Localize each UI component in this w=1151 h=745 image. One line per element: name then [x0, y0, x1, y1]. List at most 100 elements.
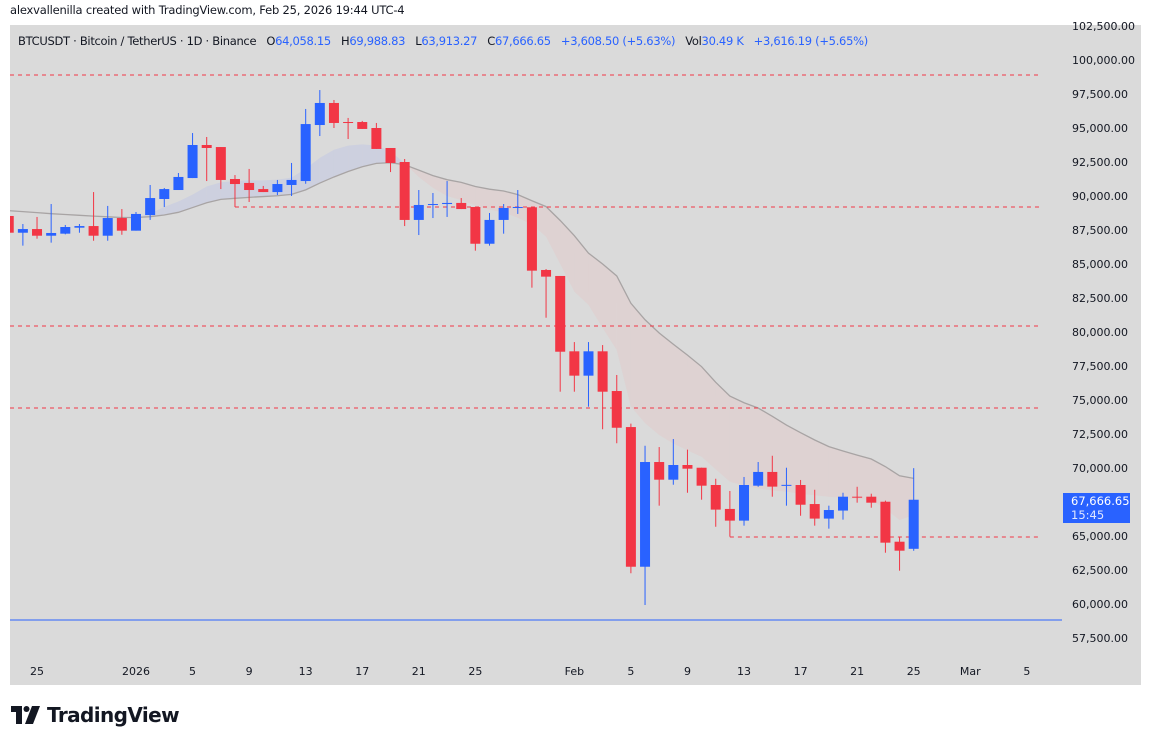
candle-down	[894, 536, 905, 571]
logo-text: TradingView	[47, 703, 180, 727]
time-tick-label: Mar	[960, 665, 981, 678]
candle-body	[838, 496, 848, 511]
candle-up	[908, 468, 919, 551]
ma-band-segment	[432, 175, 448, 196]
candle-body	[555, 275, 566, 352]
candle-body	[371, 128, 382, 149]
price-tick-label: 80,000.00	[1072, 326, 1128, 339]
price-tick-label: 77,500.00	[1072, 360, 1128, 373]
ma-band-segment	[461, 182, 476, 206]
candle-body	[640, 462, 651, 567]
ma-band-segment	[800, 432, 815, 496]
candle-down	[541, 269, 552, 318]
candle-body	[102, 218, 113, 236]
time-tick-label: 9	[684, 665, 691, 678]
ma-band-segment	[744, 402, 759, 489]
vol-value: 30.49 K	[701, 34, 744, 48]
candle-up	[781, 467, 792, 506]
time-tick-label: 21	[412, 665, 426, 678]
candle-up	[145, 184, 156, 220]
ma-band-segment	[447, 179, 462, 201]
price-axis[interactable]: 102,500.00 100,000.00 97,500.00 95,000.00 92…	[1062, 20, 1135, 685]
candle-down	[244, 168, 255, 202]
ma-band-segment	[574, 235, 589, 305]
candle-down	[229, 175, 240, 208]
candle-up	[498, 204, 509, 234]
candle-up	[60, 224, 71, 235]
tradingview-logo-icon	[11, 706, 40, 724]
candle-up	[314, 90, 325, 137]
ma-band	[10, 144, 914, 520]
candle-body	[88, 226, 99, 236]
ma-band-segment	[857, 455, 872, 500]
bar-countdown: 15:45	[1071, 508, 1105, 522]
candle-body	[583, 351, 594, 376]
ma-band-segment	[475, 186, 490, 210]
candle-body	[569, 351, 580, 376]
ma-band-segment	[560, 220, 575, 292]
chart-credit: alexvallenilla created with TradingView.…	[10, 3, 405, 17]
candle-body	[131, 213, 141, 231]
candle-body	[753, 471, 764, 486]
time-tick-label: 5	[1023, 665, 1030, 678]
time-tick-label: 13	[737, 665, 751, 678]
ma-band-segment	[178, 194, 193, 213]
time-tick-label: 25	[907, 665, 921, 678]
candle-body	[74, 226, 85, 228]
time-tick-label: Feb	[565, 665, 584, 678]
change-value: +3,608.50 (+5.63%)	[560, 34, 676, 48]
candle-down	[625, 423, 636, 574]
candle-up	[187, 133, 198, 179]
horizontal-levels	[10, 74, 1062, 621]
candle-down	[215, 147, 226, 190]
price-tick-label: 72,500.00	[1072, 428, 1128, 441]
candle-body	[258, 189, 269, 193]
candle-body	[739, 485, 750, 521]
candle-body	[512, 207, 523, 209]
candle-body	[724, 508, 735, 521]
time-tick-label: 5	[189, 665, 196, 678]
ma-band-segment	[843, 451, 858, 500]
close-value: 67,666.65	[495, 34, 551, 48]
ma-band-segment	[659, 332, 674, 444]
candle-body	[145, 198, 156, 216]
price-tick-label: 85,000.00	[1072, 258, 1128, 271]
candle-down	[470, 207, 481, 251]
candle-down	[880, 500, 891, 553]
candle-body	[314, 102, 325, 126]
moving-average-line	[10, 162, 914, 479]
ma-band-segment	[729, 396, 745, 486]
candle-body	[215, 147, 226, 180]
candle-down	[654, 447, 665, 506]
symbol-name[interactable]: BTCUSDT · Bitcoin / TetherUS · 1D · Bina…	[18, 34, 257, 48]
price-tick-label: 82,500.00	[1072, 292, 1128, 305]
low-label: L	[415, 34, 422, 48]
time-tick-label: 25	[468, 665, 482, 678]
tradingview-logo[interactable]: TradingView	[11, 703, 180, 727]
ma-band-segment	[348, 144, 363, 172]
candle-body	[668, 465, 679, 480]
price-tick-label: 90,000.00	[1072, 190, 1128, 203]
candle-down	[201, 136, 212, 182]
candle-down	[456, 198, 467, 210]
time-tick-label: 2026	[122, 665, 150, 678]
candle-body	[201, 145, 212, 148]
candle-body	[116, 218, 127, 231]
time-axis[interactable]: 25 2026 5 9 13 17 21 25 Feb 5 9 13 17 21 25 Mar 5	[30, 665, 1030, 678]
time-tick-label: 21	[850, 665, 864, 678]
open-label: O	[266, 34, 276, 48]
time-tick-label: 13	[299, 665, 313, 678]
ma-band-segment	[164, 201, 179, 216]
ma-band-segment	[630, 303, 646, 424]
candle-up	[583, 342, 594, 407]
time-tick-label: 9	[246, 665, 253, 678]
price-tick-label: 65,000.00	[1072, 530, 1128, 543]
candle-down	[88, 192, 99, 241]
ma-band-segment	[333, 145, 349, 177]
ma-band-segment	[871, 459, 886, 509]
price-tick-label: 102,500.00	[1072, 20, 1135, 33]
ma-band-segment	[362, 144, 377, 167]
candle-down	[724, 490, 735, 537]
candle-body	[229, 179, 240, 185]
